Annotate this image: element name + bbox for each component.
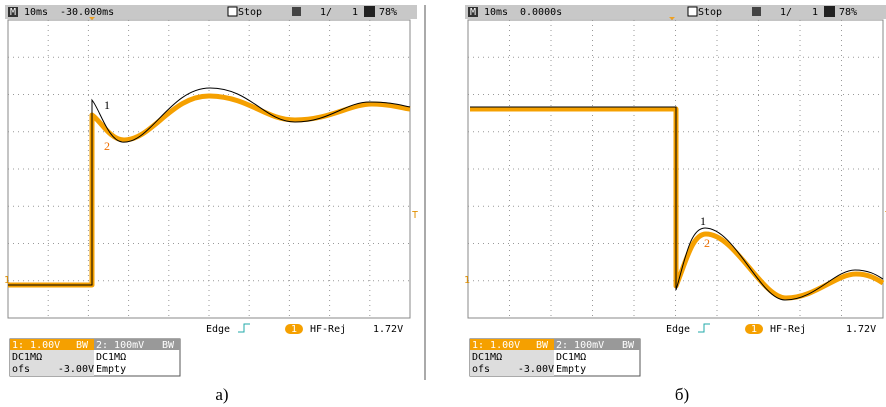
ch1-ofs-label: ofs [12,364,30,375]
ch2-coupling: DC1MΩ [96,352,126,363]
page: 1/ [780,7,792,18]
trigger-marker: T [412,210,418,221]
position: 0.0000s [520,7,562,18]
ch1-offset: -3.00V [518,364,554,375]
trigger-filter: HF-Rej [310,324,346,335]
ch1-scale: 1: 1.00V [472,340,520,351]
page-icon [292,7,301,16]
trigger-level: 1.72V [373,324,403,335]
battery: 78% [379,7,397,18]
stop-icon [688,7,697,16]
trigger-source: 1 [751,324,757,335]
battery-icon [824,6,835,17]
trigger-source: 1 [291,324,297,335]
ch2-scale: 2: 100mV [96,340,144,351]
ch2-offset: Empty [96,364,126,375]
ground-marker: 1 [4,275,10,286]
page-total: 1 [352,7,358,18]
caption: б) [675,385,689,404]
ch2-coupling: DC1MΩ [556,352,586,363]
ch1-offset: -3.00V [58,364,94,375]
ch1-bw: BW [536,340,549,351]
ch1-scale: 1: 1.00V [12,340,60,351]
ch1-coupling: DC1MΩ [472,352,502,363]
trigger-filter: HF-Rej [770,324,806,335]
trigger-level: 1.72V [846,324,876,335]
state: Stop [698,7,722,18]
trigger-type: Edge [206,324,230,335]
page-total: 1 [812,7,818,18]
ch2-scale: 2: 100mV [556,340,604,351]
ch1-ofs-label: ofs [472,364,490,375]
edge-icon [698,324,710,332]
timebase: 10ms [24,7,48,18]
page-icon [752,7,761,16]
ch2-bw: BW [622,340,635,351]
stop-icon [228,7,237,16]
ch1-bw: BW [76,340,89,351]
mode: M [470,7,476,18]
trace-label-1: 1 [700,214,706,228]
trigger-type: Edge [666,324,690,335]
caption: а) [215,385,228,404]
timebase: 10ms [484,7,508,18]
page: 1/ [320,7,332,18]
ground-marker: 1 [464,275,470,286]
edge-icon [238,324,250,332]
mode: M [10,7,16,18]
trace-label-2: 2 [704,236,710,250]
ch2-offset: Empty [556,364,586,375]
position: -30.000ms [60,7,114,18]
figure: M 10ms -30.000ms Stop 1/1 78% 1 2 1 T Edge 1 HF-Rej 1… [0,0,886,407]
trace-label-1: 1 [104,98,110,112]
trace-label-2: 2 [104,139,110,153]
battery-icon [364,6,375,17]
state: Stop [238,7,262,18]
battery: 78% [839,7,857,18]
page: {"panels": [ {"header": {"mode": "M", "t… [0,0,886,407]
ch2-bw: BW [162,340,175,351]
ch1-coupling: DC1MΩ [12,352,42,363]
